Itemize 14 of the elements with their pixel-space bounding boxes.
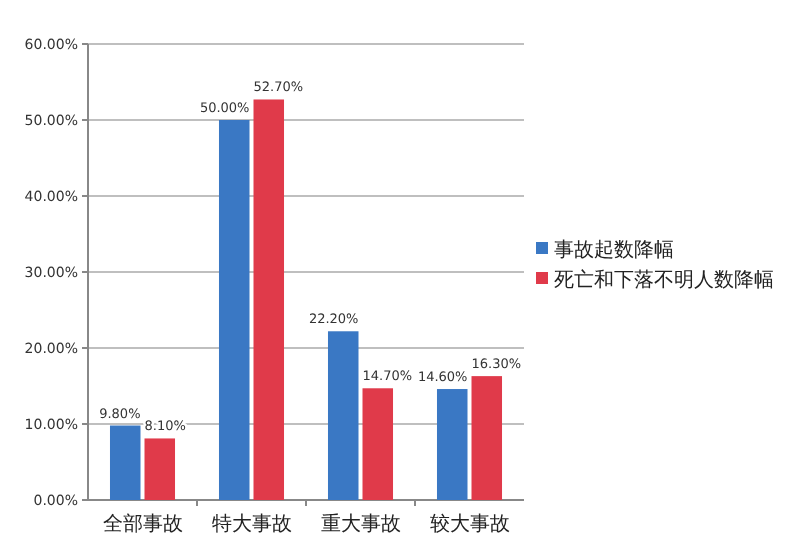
bar (436, 389, 468, 500)
bar (471, 376, 503, 500)
legend-label: 死亡和下落不明人数降幅 (554, 268, 774, 292)
x-tick-label: 全部事故 (102, 512, 183, 536)
x-tick-label: 特大事故 (211, 512, 292, 536)
bar (327, 331, 359, 500)
legend-label: 事故起数降幅 (554, 238, 674, 262)
bar (144, 438, 176, 500)
bar (253, 99, 285, 500)
x-tick-label: 重大事故 (320, 512, 401, 536)
x-tick-label: 较大事故 (429, 512, 510, 536)
bar (362, 388, 394, 500)
bar (218, 120, 250, 500)
bar (109, 425, 141, 500)
